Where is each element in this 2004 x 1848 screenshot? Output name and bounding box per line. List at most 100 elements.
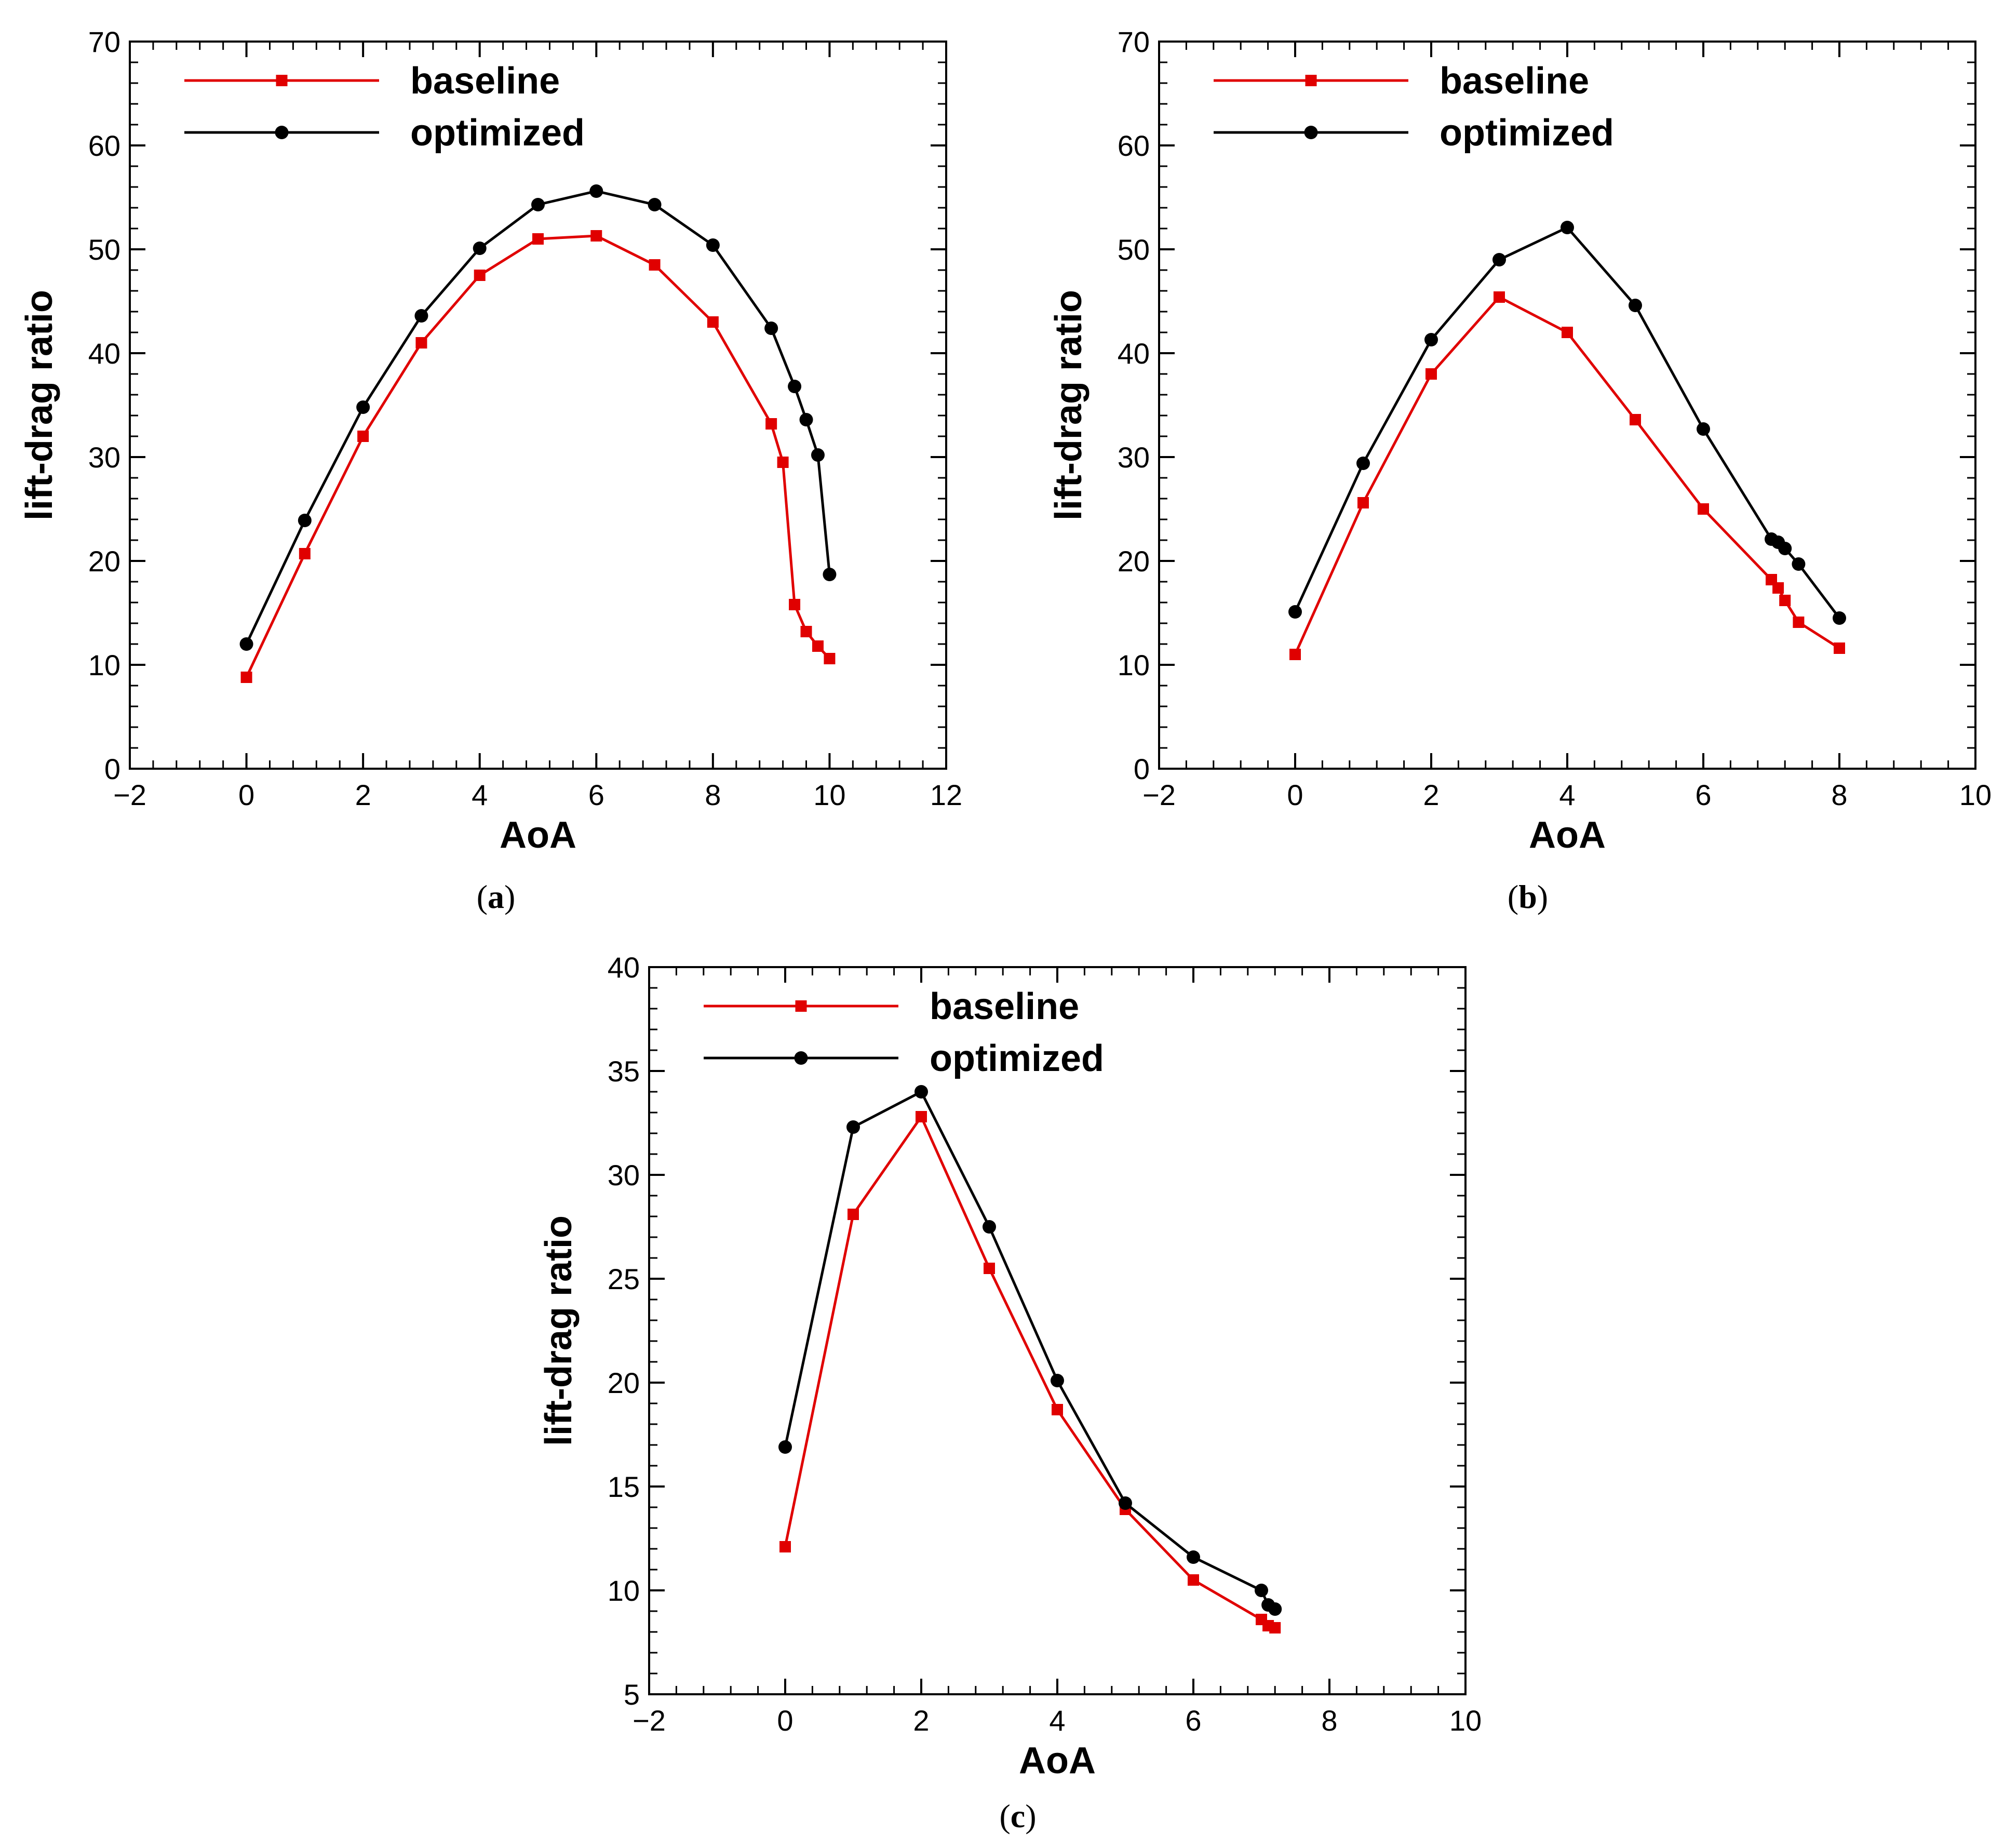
data-point-optimized bbox=[1356, 457, 1370, 470]
data-point-baseline bbox=[1425, 368, 1437, 380]
x-axis-title: AoA bbox=[500, 814, 576, 856]
legend-marker-optimized bbox=[275, 126, 289, 139]
panel-caption: (a) bbox=[477, 878, 516, 915]
data-point-baseline bbox=[765, 418, 777, 430]
data-point-optimized bbox=[531, 198, 545, 211]
y-tick-label: 10 bbox=[608, 1574, 640, 1607]
legend-label-baseline: baseline bbox=[410, 60, 560, 102]
data-point-baseline bbox=[590, 230, 602, 242]
y-tick-label: 70 bbox=[88, 25, 120, 58]
x-axis-title: AoA bbox=[1019, 1740, 1096, 1782]
x-tick-label: 8 bbox=[1321, 1704, 1337, 1737]
data-point-baseline bbox=[707, 316, 719, 328]
panel-caption: (c) bbox=[999, 1798, 1036, 1834]
data-point-baseline bbox=[357, 431, 369, 442]
y-tick-label: 70 bbox=[1118, 25, 1150, 58]
data-point-baseline bbox=[1793, 617, 1805, 628]
data-point-optimized bbox=[1119, 1496, 1132, 1510]
data-point-optimized bbox=[823, 568, 837, 581]
data-point-baseline bbox=[984, 1263, 995, 1274]
data-point-optimized bbox=[1629, 299, 1642, 312]
data-point-optimized bbox=[239, 637, 253, 651]
legend-label-baseline: baseline bbox=[1440, 60, 1589, 102]
series-line-optimized bbox=[784, 1090, 1276, 1611]
data-point-baseline bbox=[1772, 582, 1784, 594]
x-tick-label: 2 bbox=[1423, 779, 1439, 811]
data-point-optimized bbox=[1697, 422, 1710, 436]
data-point-baseline bbox=[779, 1541, 791, 1552]
x-tick-label: −2 bbox=[633, 1704, 666, 1737]
caption-open: ( bbox=[1508, 878, 1518, 915]
x-tick-label: −2 bbox=[113, 779, 146, 811]
data-point-baseline bbox=[240, 672, 252, 683]
data-point-optimized bbox=[706, 238, 720, 252]
x-tick-label: 10 bbox=[1959, 779, 1992, 811]
legend-marker-optimized bbox=[1304, 126, 1318, 139]
x-tick-label: 6 bbox=[1695, 779, 1711, 811]
data-point-baseline bbox=[777, 457, 789, 468]
y-tick-label: 10 bbox=[88, 649, 120, 681]
data-point-optimized bbox=[764, 322, 778, 335]
data-point-optimized bbox=[811, 448, 825, 462]
data-point-optimized bbox=[473, 242, 487, 255]
data-point-optimized bbox=[788, 380, 802, 393]
y-tick-label: 10 bbox=[1118, 649, 1150, 681]
data-point-optimized bbox=[1051, 1374, 1064, 1387]
data-point-baseline bbox=[916, 1111, 927, 1122]
caption-close: ) bbox=[1025, 1798, 1036, 1834]
x-tick-label: 12 bbox=[930, 779, 962, 811]
y-tick-label: 0 bbox=[104, 753, 120, 785]
y-axis-title: lift-drag ratio bbox=[1048, 290, 1090, 520]
data-point-baseline bbox=[474, 270, 486, 281]
y-tick-label: 40 bbox=[608, 951, 640, 984]
y-tick-label: 60 bbox=[1118, 129, 1150, 162]
data-point-baseline bbox=[1630, 414, 1641, 425]
y-tick-label: 25 bbox=[608, 1263, 640, 1295]
data-point-optimized bbox=[589, 184, 603, 198]
x-tick-label: 2 bbox=[913, 1704, 929, 1737]
data-point-baseline bbox=[415, 337, 427, 349]
legend-marker-baseline bbox=[1305, 75, 1317, 86]
data-point-baseline bbox=[532, 233, 544, 245]
x-tick-label: −2 bbox=[1142, 779, 1176, 811]
data-point-baseline bbox=[1562, 327, 1573, 338]
x-tick-label: 10 bbox=[1449, 1704, 1482, 1737]
data-point-baseline bbox=[649, 259, 661, 271]
y-axis-title: lift-drag ratio bbox=[538, 1215, 580, 1446]
x-tick-label: 2 bbox=[355, 779, 371, 811]
data-point-baseline bbox=[1357, 497, 1369, 508]
y-tick-label: 0 bbox=[1134, 753, 1150, 785]
y-axis-title: lift-drag ratio bbox=[19, 290, 60, 520]
caption-open: ( bbox=[477, 878, 488, 915]
data-point-optimized bbox=[1187, 1550, 1200, 1564]
data-point-optimized bbox=[1268, 1602, 1282, 1616]
data-point-baseline bbox=[824, 653, 836, 664]
data-point-optimized bbox=[1288, 605, 1302, 619]
series-line-optimized bbox=[1294, 226, 1840, 619]
y-tick-label: 35 bbox=[608, 1055, 640, 1088]
x-tick-label: 6 bbox=[1185, 1704, 1201, 1737]
x-tick-label: 0 bbox=[1287, 779, 1303, 811]
y-tick-label: 15 bbox=[608, 1470, 640, 1503]
data-point-baseline bbox=[299, 548, 311, 559]
data-point-baseline bbox=[848, 1209, 859, 1220]
data-point-optimized bbox=[778, 1440, 792, 1454]
data-point-optimized bbox=[648, 198, 662, 211]
data-point-optimized bbox=[414, 309, 428, 323]
y-tick-label: 20 bbox=[88, 545, 120, 578]
x-tick-label: 0 bbox=[238, 779, 254, 811]
x-tick-label: 4 bbox=[1559, 779, 1575, 811]
x-tick-label: 6 bbox=[588, 779, 604, 811]
x-tick-label: 0 bbox=[777, 1704, 793, 1737]
x-tick-label: 4 bbox=[1049, 1704, 1065, 1737]
data-point-baseline bbox=[800, 626, 812, 637]
y-tick-label: 40 bbox=[88, 337, 120, 370]
data-point-baseline bbox=[1289, 649, 1301, 660]
y-tick-label: 30 bbox=[1118, 441, 1150, 474]
data-point-optimized bbox=[983, 1220, 996, 1234]
caption-letter: c bbox=[1011, 1798, 1025, 1834]
series-line-baseline bbox=[1294, 296, 1840, 655]
x-tick-label: 8 bbox=[1831, 779, 1847, 811]
legend-marker-baseline bbox=[276, 75, 288, 86]
y-tick-label: 5 bbox=[624, 1678, 640, 1711]
